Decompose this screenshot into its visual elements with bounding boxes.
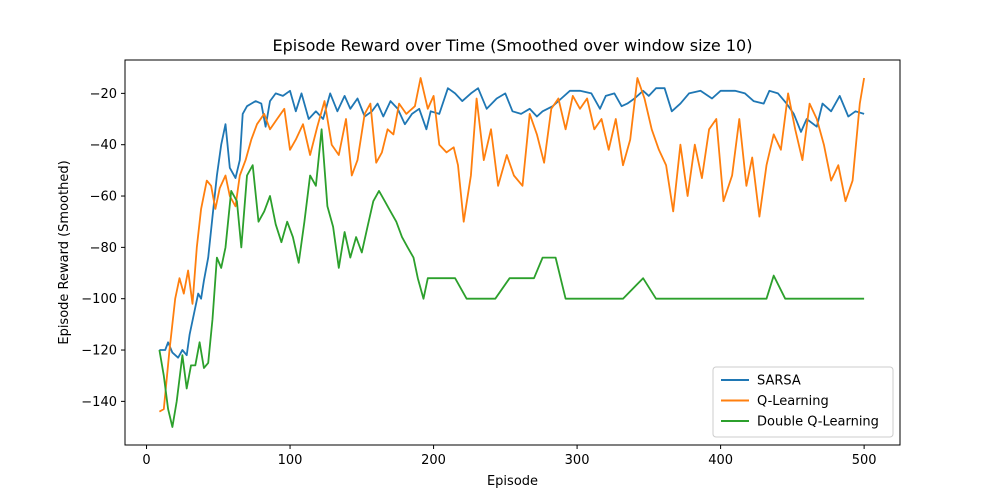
y-tick-label: −80: [90, 241, 117, 256]
legend: SARSA Q-Learning Double Q-Learning: [712, 366, 894, 438]
x-tick-label: 100: [278, 453, 303, 468]
x-tick-label: 400: [708, 453, 733, 468]
y-tick-label: −100: [81, 292, 117, 307]
series-line-1: [158, 77, 865, 413]
x-axis-title: Episode: [487, 474, 538, 489]
y-tick-label: −60: [90, 190, 117, 205]
chart-title: Episode Reward over Time (Smoothed over …: [273, 36, 753, 55]
y-tick-label: −20: [90, 87, 117, 102]
series-line-0: [159, 87, 865, 359]
x-tick-label: 300: [565, 453, 590, 468]
y-tick-label: −140: [81, 395, 117, 410]
y-tick-label: −40: [90, 138, 117, 153]
x-tick-label: 200: [421, 453, 446, 468]
y-tick-label: −120: [81, 344, 117, 359]
x-tick-label: 0: [142, 453, 150, 468]
legend-box: [712, 366, 894, 438]
plot-frame: [124, 59, 901, 446]
legend-label-1: Q-Learning: [757, 394, 829, 409]
legend-label-2: Double Q-Learning: [757, 415, 879, 430]
x-tick-label: 500: [852, 453, 877, 468]
y-axis-title: Episode Reward (Smoothed): [57, 160, 72, 344]
series-line-2: [158, 128, 865, 428]
legend-label-0: SARSA: [757, 374, 801, 389]
